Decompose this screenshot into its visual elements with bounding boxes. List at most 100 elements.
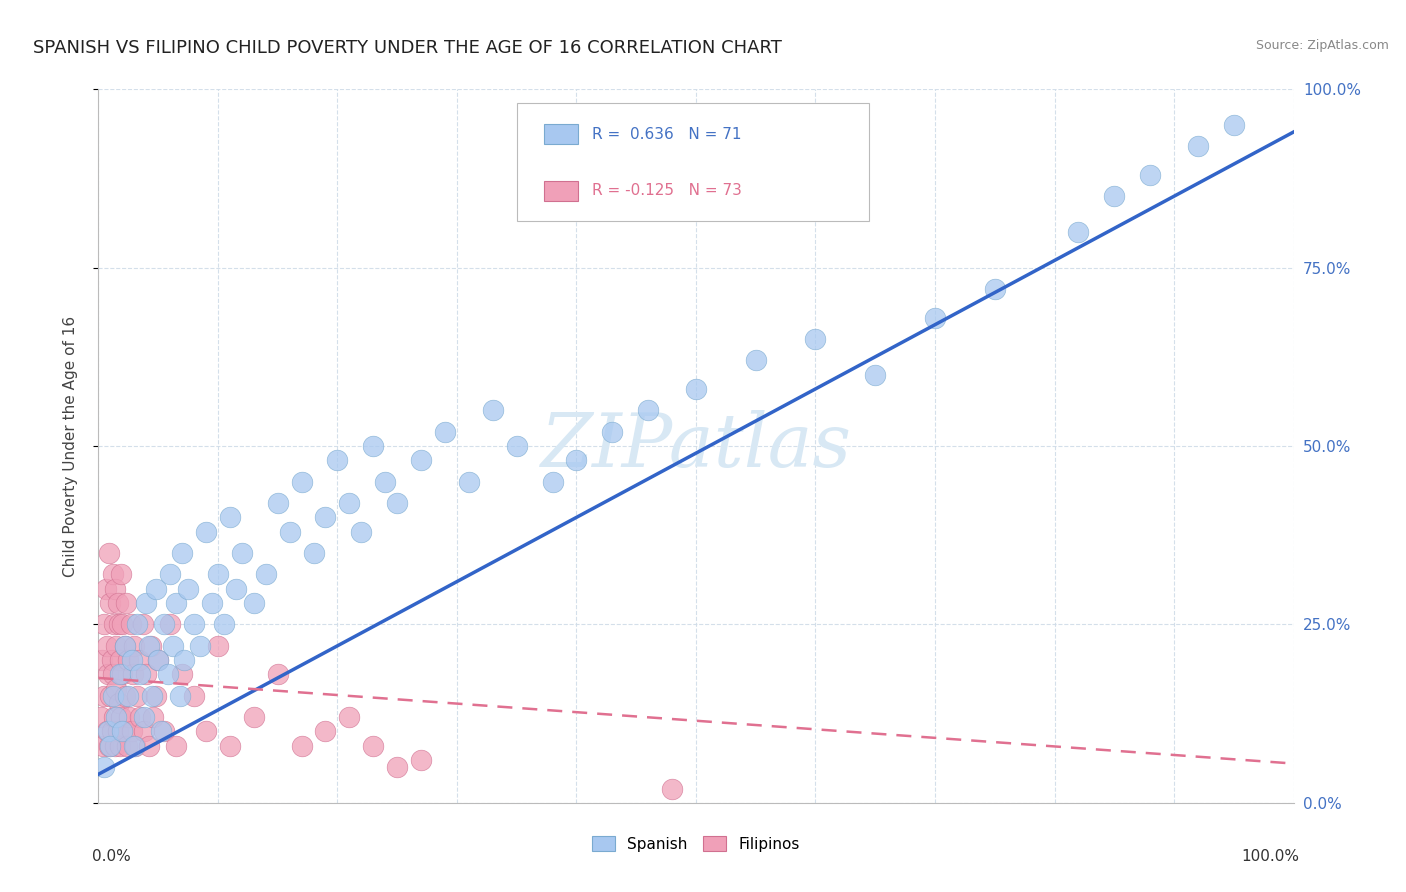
Point <box>254 567 277 582</box>
Point <box>212 617 235 632</box>
Point <box>107 596 129 610</box>
Point <box>93 617 115 632</box>
Point <box>153 617 176 632</box>
Point <box>411 453 433 467</box>
Point <box>105 710 128 724</box>
Point <box>121 653 143 667</box>
Point <box>149 724 172 739</box>
Point <box>121 724 143 739</box>
Point <box>156 667 179 681</box>
Point <box>120 617 142 632</box>
Point <box>100 724 122 739</box>
Text: SPANISH VS FILIPINO CHILD POVERTY UNDER THE AGE OF 16 CORRELATION CHART: SPANISH VS FILIPINO CHILD POVERTY UNDER … <box>32 39 782 57</box>
Point <box>162 639 184 653</box>
Point <box>1139 168 1161 182</box>
Point <box>112 724 135 739</box>
Point <box>207 567 229 582</box>
Point <box>108 739 131 753</box>
Point <box>169 689 191 703</box>
Legend: Spanish, Filipinos: Spanish, Filipinos <box>585 828 807 859</box>
Point <box>101 567 124 582</box>
Point <box>984 282 1007 296</box>
Point <box>363 439 385 453</box>
Point <box>385 496 409 510</box>
Point <box>138 639 160 653</box>
Point <box>132 710 155 724</box>
Point <box>231 546 253 560</box>
Point <box>661 781 683 796</box>
Point <box>145 689 167 703</box>
Point <box>207 639 229 653</box>
Point <box>98 739 121 753</box>
Point <box>458 475 481 489</box>
Point <box>101 689 124 703</box>
Point <box>159 567 181 582</box>
Point <box>153 724 176 739</box>
FancyBboxPatch shape <box>517 103 869 221</box>
Point <box>103 710 125 724</box>
Point <box>326 453 349 467</box>
Point <box>1104 189 1126 203</box>
Point <box>506 439 529 453</box>
Point <box>107 724 129 739</box>
Text: R =  0.636   N = 71: R = 0.636 N = 71 <box>592 127 741 142</box>
Point <box>1223 118 1246 132</box>
Point <box>339 496 361 510</box>
Point <box>111 724 134 739</box>
Point <box>90 710 112 724</box>
Point <box>434 425 457 439</box>
Point <box>148 653 170 667</box>
Point <box>183 617 205 632</box>
Point <box>924 310 946 325</box>
Point <box>195 524 218 539</box>
Point <box>97 724 120 739</box>
Point <box>94 582 117 596</box>
Point <box>165 596 187 610</box>
Point <box>243 710 266 724</box>
Point <box>114 639 136 653</box>
Point <box>135 667 157 681</box>
Point <box>865 368 887 382</box>
Point <box>139 639 162 653</box>
Point <box>481 403 505 417</box>
Point <box>363 739 385 753</box>
Point <box>105 639 128 653</box>
Point <box>141 689 163 703</box>
Point <box>148 653 170 667</box>
Point <box>129 667 152 681</box>
Point <box>138 739 160 753</box>
Point <box>96 639 118 653</box>
Point <box>278 524 301 539</box>
Point <box>745 353 768 368</box>
Point <box>122 667 145 681</box>
Point <box>132 724 155 739</box>
Point <box>124 639 146 653</box>
Point <box>1067 225 1090 239</box>
Point <box>291 475 314 489</box>
Point <box>183 689 205 703</box>
Point <box>98 596 122 610</box>
Point <box>117 689 139 703</box>
FancyBboxPatch shape <box>544 180 578 201</box>
Point <box>804 332 827 346</box>
Point <box>142 710 165 724</box>
Point <box>339 710 361 724</box>
Point <box>110 710 132 724</box>
Point <box>173 653 195 667</box>
Point <box>135 596 157 610</box>
Point <box>374 475 396 489</box>
Point <box>97 667 120 681</box>
Point <box>411 753 433 767</box>
Point <box>110 567 132 582</box>
Point <box>350 524 373 539</box>
Point <box>225 582 247 596</box>
FancyBboxPatch shape <box>544 124 578 145</box>
Point <box>107 696 129 710</box>
Point <box>111 667 134 681</box>
Point <box>91 653 114 667</box>
Point <box>108 667 131 681</box>
Point <box>602 425 624 439</box>
Point <box>93 689 115 703</box>
Point <box>302 546 325 560</box>
Point <box>267 496 290 510</box>
